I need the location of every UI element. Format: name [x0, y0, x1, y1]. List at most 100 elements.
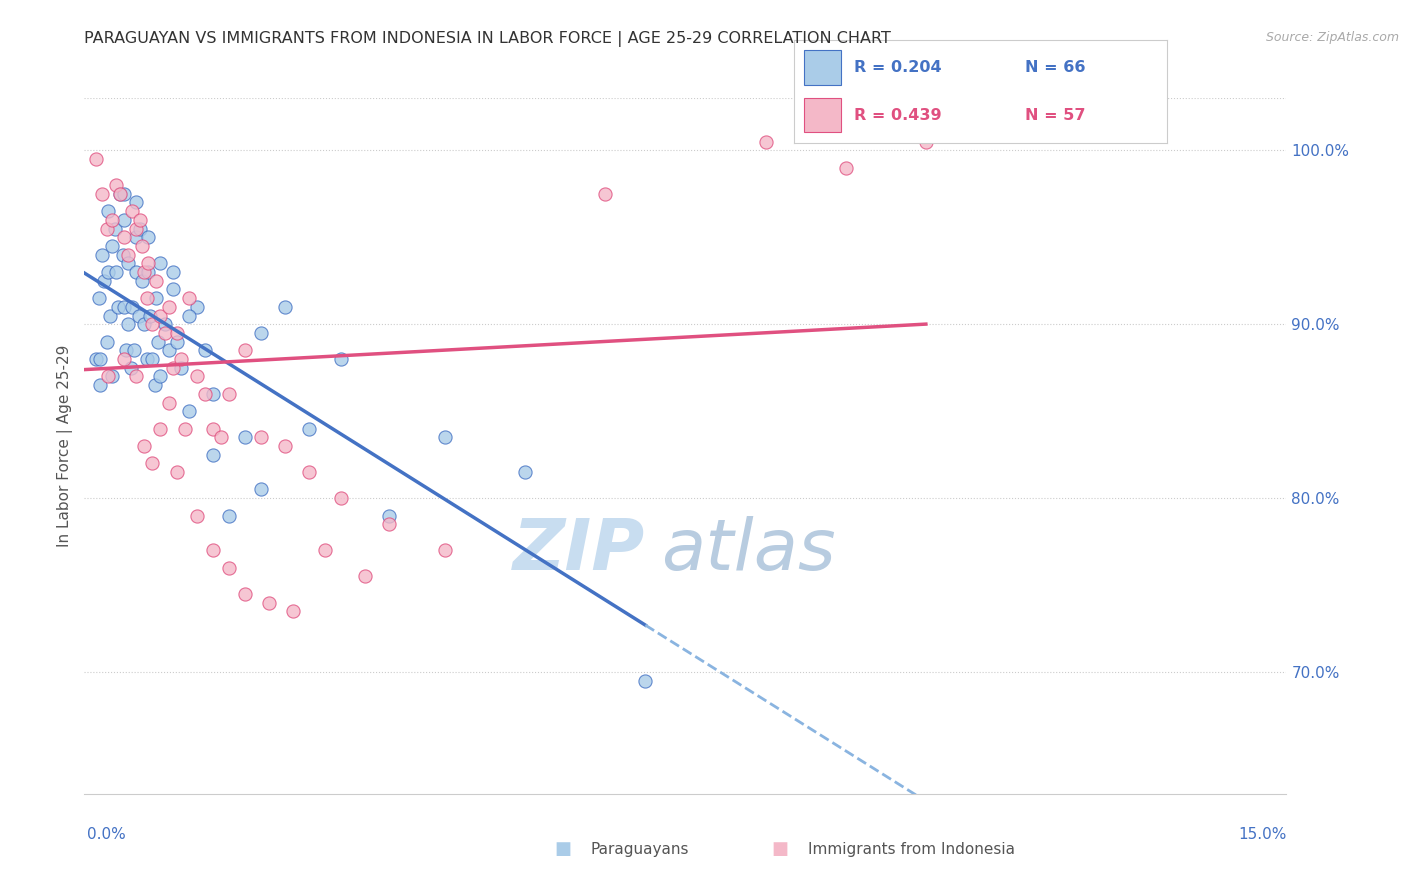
Point — [131, 239, 153, 253]
Point — [149, 309, 172, 323]
Point — [149, 256, 172, 270]
Point — [257, 596, 280, 610]
Point — [186, 369, 208, 384]
Bar — [804, 97, 841, 132]
Point — [125, 195, 148, 210]
Point — [135, 291, 157, 305]
Point — [166, 334, 188, 349]
Point — [98, 309, 121, 323]
Point — [145, 274, 167, 288]
Point — [329, 491, 352, 505]
Point — [201, 543, 224, 558]
Point — [434, 430, 457, 444]
Point — [125, 230, 148, 244]
Point — [162, 282, 184, 296]
Point — [166, 465, 188, 479]
Point — [138, 230, 160, 244]
Text: Paraguayans: Paraguayans — [591, 842, 689, 856]
Point — [104, 221, 127, 235]
Point — [114, 230, 135, 244]
Point — [86, 351, 108, 366]
Point — [378, 508, 401, 523]
Point — [515, 465, 537, 479]
Point — [117, 317, 139, 331]
Point — [249, 326, 271, 340]
Point — [125, 221, 148, 235]
Point — [114, 351, 135, 366]
Point — [125, 369, 148, 384]
Point — [177, 309, 200, 323]
Text: R = 0.204: R = 0.204 — [853, 61, 942, 75]
Point — [218, 386, 240, 401]
Point — [298, 465, 321, 479]
Text: ■: ■ — [772, 840, 789, 858]
Point — [134, 439, 156, 453]
Point — [110, 186, 132, 201]
Point — [201, 386, 224, 401]
Point — [120, 360, 142, 375]
Point — [157, 300, 180, 314]
Point — [209, 430, 232, 444]
Point — [134, 317, 156, 331]
Point — [218, 508, 240, 523]
Point — [314, 543, 336, 558]
Point — [145, 291, 167, 305]
Point — [107, 300, 129, 314]
Point — [121, 300, 143, 314]
Point — [177, 404, 200, 418]
Point — [101, 213, 124, 227]
Point — [135, 351, 157, 366]
Point — [114, 213, 135, 227]
Point — [149, 369, 172, 384]
Point — [117, 247, 139, 261]
Point — [131, 274, 153, 288]
Point — [141, 456, 163, 470]
Point — [194, 343, 217, 358]
Point — [274, 439, 297, 453]
Point — [149, 421, 172, 435]
Point — [128, 309, 150, 323]
Point — [162, 360, 184, 375]
Point — [329, 351, 352, 366]
Point — [134, 265, 156, 279]
Point — [249, 430, 271, 444]
Point — [86, 152, 108, 166]
Point — [91, 247, 114, 261]
Point — [434, 543, 457, 558]
Point — [115, 343, 138, 358]
Point — [146, 334, 169, 349]
Text: ZIP: ZIP — [513, 516, 645, 585]
Point — [218, 560, 240, 574]
Point — [129, 213, 152, 227]
Point — [595, 186, 617, 201]
Point — [122, 343, 145, 358]
Point — [233, 430, 256, 444]
Point — [111, 247, 134, 261]
Point — [249, 483, 271, 497]
Point — [162, 265, 184, 279]
Point — [233, 587, 256, 601]
Point — [186, 508, 208, 523]
Point — [755, 135, 778, 149]
Point — [378, 517, 401, 532]
Point — [105, 178, 128, 193]
Point — [835, 161, 858, 175]
Point — [141, 351, 163, 366]
Point — [173, 421, 195, 435]
Text: N = 57: N = 57 — [1025, 108, 1085, 122]
Point — [89, 378, 111, 392]
Point — [91, 186, 114, 201]
Point — [354, 569, 377, 583]
Point — [298, 421, 321, 435]
Bar — [804, 50, 841, 86]
Point — [169, 351, 191, 366]
Point — [194, 386, 217, 401]
Point — [143, 378, 166, 392]
Point — [634, 673, 657, 688]
Point — [110, 186, 132, 201]
Point — [186, 300, 208, 314]
Y-axis label: In Labor Force | Age 25-29: In Labor Force | Age 25-29 — [58, 345, 73, 547]
Point — [114, 300, 135, 314]
Point — [141, 317, 163, 331]
Point — [97, 204, 120, 219]
